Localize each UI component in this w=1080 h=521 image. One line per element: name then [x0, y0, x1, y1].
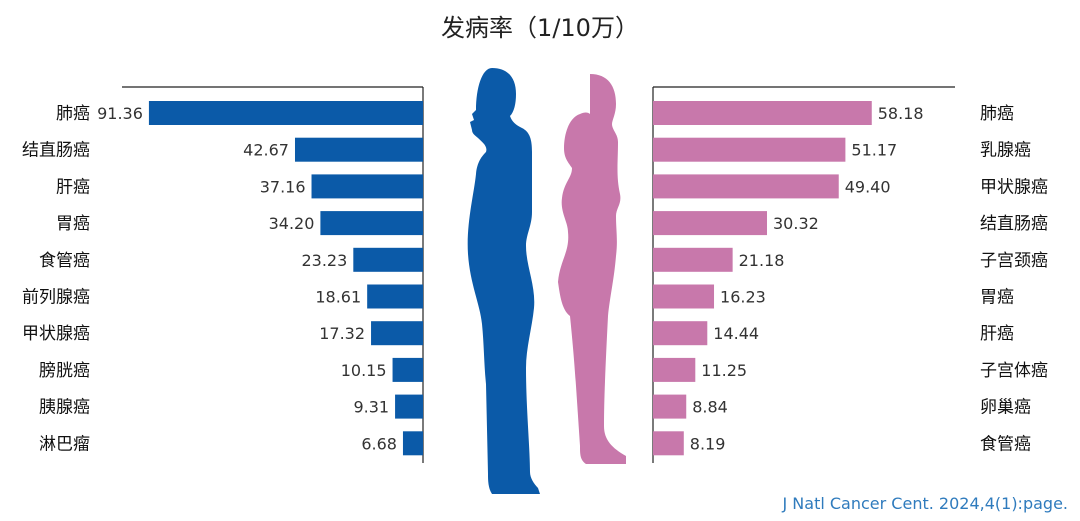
female-category-label: 食管癌 [980, 434, 1031, 454]
male-value-label: 42.67 [243, 141, 289, 160]
female-bar [653, 431, 684, 456]
female-silhouette [558, 74, 626, 464]
male-bar [148, 101, 424, 125]
female-bar [653, 284, 715, 309]
male-value-label: 9.31 [353, 398, 389, 417]
female-bar [653, 174, 839, 199]
female-bar [653, 357, 696, 382]
male-category-label: 食管癌 [39, 251, 90, 271]
female-category-label: 子宫颈癌 [980, 251, 1048, 271]
male-value-label: 10.15 [341, 361, 387, 380]
female-value-label: 8.19 [690, 434, 726, 453]
male-bar [392, 357, 423, 382]
female-category-label: 胃癌 [980, 288, 1014, 308]
female-bar [653, 247, 733, 272]
male-bar [311, 174, 423, 199]
male-category-label: 前列腺癌 [22, 288, 90, 308]
male-bar [402, 431, 423, 456]
female-category-label: 肝癌 [980, 324, 1014, 344]
female-value-label: 21.18 [739, 251, 785, 270]
male-value-label: 34.20 [269, 214, 315, 233]
male-silhouette [467, 68, 540, 494]
male-value-label: 6.68 [361, 434, 397, 453]
male-bar [395, 394, 423, 419]
female-value-label: 49.40 [845, 177, 891, 196]
chart-title: 发病率（1/10万） [441, 14, 639, 42]
female-bar [653, 321, 708, 346]
male-category-label: 淋巴瘤 [39, 434, 90, 454]
female-category-label: 卵巢癌 [980, 398, 1031, 418]
male-bar [367, 284, 423, 309]
male-category-label: 肺癌 [56, 104, 90, 124]
female-category-label: 甲状腺癌 [980, 177, 1048, 197]
male-category-label: 甲状腺癌 [22, 324, 90, 344]
male-category-label: 胃癌 [56, 214, 90, 234]
male-value-label: 23.23 [301, 251, 347, 270]
female-value-label: 11.25 [701, 361, 747, 380]
female-bar [653, 137, 846, 162]
male-category-label: 结直肠癌 [22, 141, 90, 161]
female-bar [653, 394, 687, 419]
male-category-label: 胰腺癌 [39, 398, 90, 418]
source-citation: J Natl Cancer Cent. 2024,4(1):page. [782, 494, 1069, 513]
male-value-label: 37.16 [260, 177, 306, 196]
female-category-label: 肺癌 [980, 104, 1014, 124]
female-category-label: 子宫体癌 [980, 361, 1048, 381]
male-value-label: 17.32 [319, 324, 365, 343]
female-value-label: 8.84 [692, 398, 728, 417]
female-category-label: 乳腺癌 [980, 141, 1031, 161]
male-value-label: 91.36 [97, 104, 143, 123]
female-value-label: 14.44 [713, 324, 759, 343]
female-category-label: 结直肠癌 [980, 214, 1048, 234]
female-value-label: 30.32 [773, 214, 819, 233]
female-value-label: 58.18 [878, 104, 924, 123]
male-value-label: 18.61 [315, 288, 361, 307]
male-bar [320, 211, 423, 236]
male-bar [294, 137, 423, 162]
female-value-label: 51.17 [851, 141, 897, 160]
female-bar [653, 101, 872, 125]
male-bar [371, 321, 423, 346]
female-bar [653, 211, 768, 236]
male-category-label: 肝癌 [56, 177, 90, 197]
male-bar [353, 247, 423, 272]
female-value-label: 16.23 [720, 288, 766, 307]
male-category-label: 膀胱癌 [39, 361, 90, 381]
